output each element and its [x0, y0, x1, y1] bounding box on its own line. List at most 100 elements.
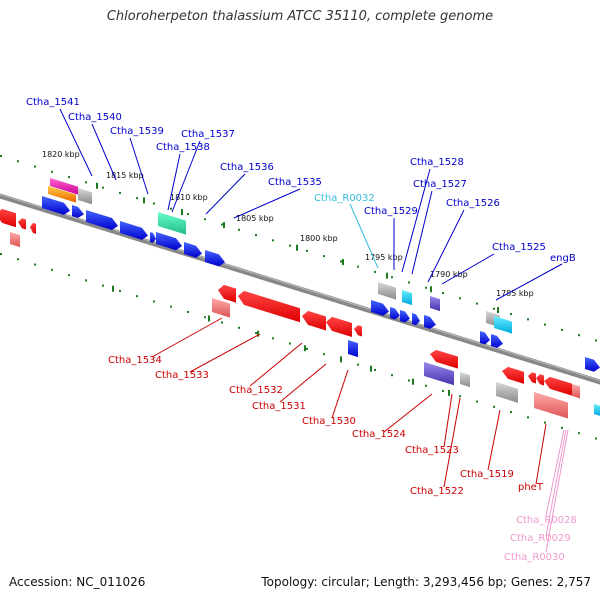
tick-dot	[493, 405, 495, 408]
rna-gene-label[interactable]: Ctha_R0032	[314, 193, 375, 204]
leader-line	[331, 369, 349, 419]
gene-label-reverse[interactable]: Ctha_1524	[352, 429, 406, 440]
rrna-gene-label[interactable]: Ctha_R0030	[504, 552, 565, 563]
forward-gene[interactable]	[156, 232, 182, 251]
rna-feature[interactable]	[494, 316, 512, 334]
rna-feature[interactable]	[158, 212, 186, 235]
feature-block[interactable]	[572, 384, 580, 399]
gene-label-reverse[interactable]: Ctha_1531	[252, 401, 306, 412]
forward-gene[interactable]	[184, 242, 202, 258]
gene-label-reverse[interactable]: pheT	[518, 482, 544, 493]
forward-gene[interactable]	[371, 300, 389, 316]
gene-label-reverse[interactable]: Ctha_1523	[405, 445, 459, 456]
rna-feature[interactable]	[594, 404, 600, 416]
reverse-gene[interactable]	[218, 284, 236, 303]
tick-dot	[476, 302, 478, 305]
forward-gene[interactable]	[120, 221, 148, 240]
feature-block[interactable]	[78, 188, 92, 205]
gene-label-forward[interactable]: Ctha_1526	[446, 198, 500, 209]
gene-label-forward[interactable]: Ctha_1541	[26, 97, 80, 108]
feature-block[interactable]	[496, 382, 518, 403]
gene-label-forward[interactable]: Ctha_1536	[220, 162, 274, 173]
leader-line	[383, 393, 433, 433]
gene-label-forward[interactable]: Ctha_1529	[364, 206, 418, 217]
gene-label-reverse[interactable]: Ctha_1519	[460, 469, 514, 480]
rrna-gene-label[interactable]: Ctha_R0028	[516, 515, 577, 526]
feature-block[interactable]	[10, 232, 20, 248]
gene-label-forward[interactable]: Ctha_1540	[68, 112, 122, 123]
gene-label-forward[interactable]: Ctha_1525	[492, 242, 546, 253]
feature-block[interactable]	[430, 296, 440, 312]
feature-block[interactable]	[460, 372, 470, 388]
tick-dot	[102, 186, 104, 189]
forward-gene[interactable]	[400, 310, 410, 323]
tick-dot	[238, 228, 240, 231]
reverse-gene[interactable]	[18, 218, 26, 230]
gene-label-reverse[interactable]: Ctha_1534	[108, 355, 162, 366]
forward-gene[interactable]	[150, 232, 156, 243]
tick-dot	[578, 432, 580, 435]
gene-label-forward[interactable]: Ctha_1527	[413, 179, 467, 190]
leader-line	[495, 263, 563, 301]
tick-dot	[527, 416, 529, 419]
gene-label-forward[interactable]: Ctha_1538	[156, 142, 210, 153]
leader-line	[205, 173, 246, 215]
forward-gene[interactable]	[585, 357, 600, 372]
gene-label-forward[interactable]: Ctha_1539	[110, 126, 164, 137]
tick-dot	[289, 342, 291, 345]
reverse-gene[interactable]	[544, 376, 572, 396]
reverse-gene[interactable]	[430, 349, 458, 369]
forward-gene[interactable]	[205, 250, 225, 267]
tick-dot	[272, 337, 274, 340]
leader-line	[545, 429, 565, 517]
tick-dot	[255, 332, 257, 335]
reverse-gene[interactable]	[326, 316, 352, 338]
forward-gene[interactable]	[412, 313, 420, 326]
leader-line	[91, 123, 117, 181]
tick-dot	[170, 305, 172, 308]
reverse-gene[interactable]	[536, 374, 544, 386]
reverse-gene[interactable]	[30, 222, 36, 234]
forward-gene[interactable]	[72, 205, 84, 218]
gene-label-forward[interactable]: Ctha_1528	[410, 157, 464, 168]
gene-label-forward[interactable]: Ctha_1535	[268, 177, 322, 188]
gene-label-reverse[interactable]: Ctha_1530	[302, 416, 356, 427]
genome-backbone	[0, 193, 600, 385]
forward-gene[interactable]	[86, 210, 118, 231]
forward-gene[interactable]	[480, 331, 490, 345]
leader-line	[441, 253, 495, 285]
tick-dot	[153, 202, 155, 205]
rna-feature[interactable]	[402, 290, 412, 306]
tick-dot	[238, 326, 240, 329]
forward-gene[interactable]	[491, 334, 503, 348]
gene-label-reverse[interactable]: Ctha_1533	[155, 370, 209, 381]
gene-label-reverse[interactable]: Ctha_1532	[229, 385, 283, 396]
reverse-gene[interactable]	[0, 208, 16, 228]
forward-gene[interactable]	[390, 307, 400, 320]
tick-dot	[153, 300, 155, 303]
reverse-gene[interactable]	[302, 310, 326, 331]
feature-block[interactable]	[378, 282, 396, 300]
feature-block[interactable]	[424, 362, 454, 386]
rna-feature[interactable]	[50, 178, 78, 195]
gene-label-forward[interactable]: engB	[550, 253, 576, 264]
reverse-gene[interactable]	[238, 290, 300, 323]
major-tick	[257, 330, 259, 337]
feature-block[interactable]	[348, 340, 358, 358]
tick-dot	[544, 421, 546, 424]
tick-dot	[510, 313, 512, 316]
reverse-gene[interactable]	[354, 325, 362, 337]
genome-summary-text: Topology: circular; Length: 3,293,456 bp…	[261, 575, 591, 589]
major-tick	[340, 356, 342, 363]
gene-label-forward[interactable]: Ctha_1537	[181, 129, 235, 140]
feature-block[interactable]	[212, 298, 230, 318]
reverse-gene[interactable]	[502, 366, 524, 384]
rna-feature[interactable]	[48, 186, 76, 203]
forward-gene[interactable]	[42, 196, 70, 215]
tick-dot	[527, 318, 529, 321]
gene-label-reverse[interactable]: Ctha_1522	[410, 486, 464, 497]
rrna-gene-label[interactable]: Ctha_R0029	[510, 533, 571, 544]
forward-gene[interactable]	[424, 315, 436, 329]
feature-block[interactable]	[534, 392, 568, 419]
reverse-gene[interactable]	[528, 372, 536, 384]
